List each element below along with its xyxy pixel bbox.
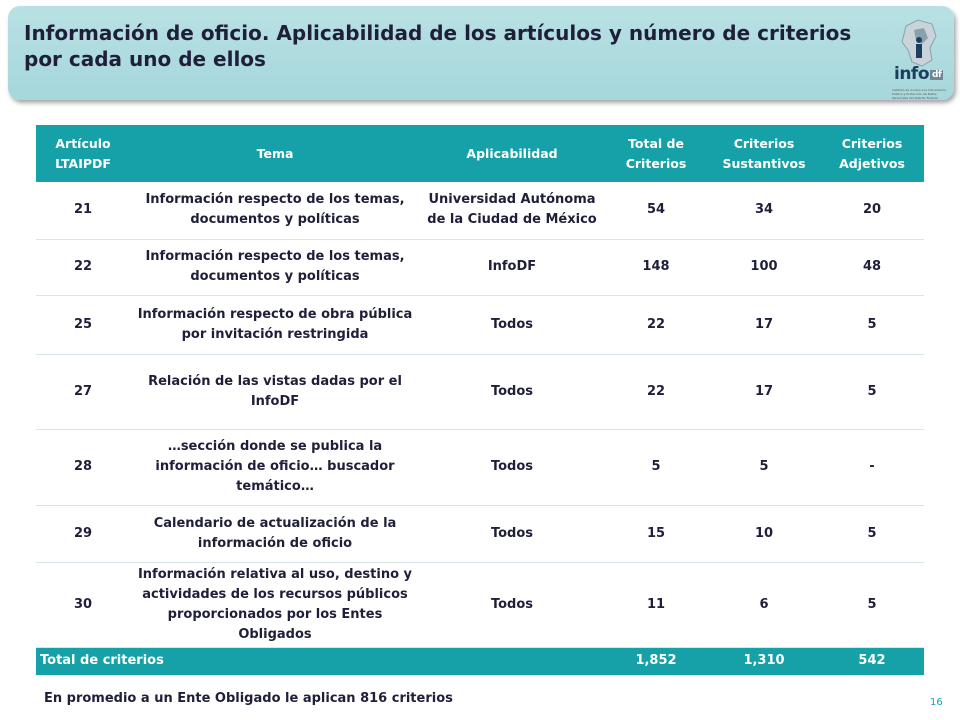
cell-sustantivos: 100 — [708, 239, 820, 296]
cell-sustantivos: 6 — [708, 562, 820, 648]
cell-aplicabilidad: Todos — [420, 562, 604, 648]
cell-aplicabilidad: Todos — [420, 354, 604, 430]
cell-articulo: 27 — [36, 354, 130, 430]
criteria-table: Artículo LTAIPDF Tema Aplicabilidad Tota… — [36, 125, 924, 675]
cell-adjetivos: 5 — [820, 354, 924, 430]
cell-sustantivos: 17 — [708, 354, 820, 430]
cell-aplicabilidad: Todos — [420, 429, 604, 506]
cell-total: 22 — [604, 354, 708, 430]
cell-sustantivos: 5 — [708, 429, 820, 506]
cell-total: 5 — [604, 429, 708, 506]
cell-tema: …sección donde se publica la información… — [130, 429, 420, 506]
total-label: Total de criterios — [36, 647, 604, 675]
cell-articulo: 21 — [36, 182, 130, 240]
cell-aplicabilidad: Todos — [420, 505, 604, 563]
cell-sustantivos: 34 — [708, 182, 820, 240]
cell-aplicabilidad: InfoDF — [420, 239, 604, 296]
col-header-aplicabilidad: Aplicabilidad — [420, 125, 604, 182]
logo-caption: Instituto de Acceso a la Información Púb… — [892, 88, 946, 100]
cell-sustantivos: 17 — [708, 295, 820, 355]
page-title: Información de oficio. Aplicabilidad de … — [24, 21, 852, 71]
col-header-articulo: Artículo LTAIPDF — [36, 125, 130, 182]
cell-articulo: 28 — [36, 429, 130, 506]
cell-adjetivos: 5 — [820, 505, 924, 563]
cell-total: 15 — [604, 505, 708, 563]
total-row: Total de criterios 1,852 1,310 542 — [36, 647, 924, 675]
cell-adjetivos: 20 — [820, 182, 924, 240]
cell-adjetivos: - — [820, 429, 924, 506]
cell-articulo: 25 — [36, 295, 130, 355]
table-row: 25 Información respecto de obra pública … — [36, 295, 924, 355]
page-number: 16 — [930, 697, 943, 708]
cell-adjetivos: 5 — [820, 295, 924, 355]
table-header-row: Artículo LTAIPDF Tema Aplicabilidad Tota… — [36, 125, 924, 182]
cell-articulo: 30 — [36, 562, 130, 648]
col-header-total: Total de Criterios — [604, 125, 708, 182]
cell-aplicabilidad: Todos — [420, 295, 604, 355]
cell-articulo: 22 — [36, 239, 130, 296]
infodf-logo: info df Instituto de Acceso a la Informac… — [888, 18, 952, 104]
table-row: 29 Calendario de actualización de la inf… — [36, 505, 924, 563]
cell-tema: Información respecto de los temas, docum… — [130, 182, 420, 240]
total-criterios: 1,852 — [604, 647, 708, 675]
cell-tema: Relación de las vistas dadas por el Info… — [130, 354, 420, 430]
cell-sustantivos: 10 — [708, 505, 820, 563]
cell-articulo: 29 — [36, 505, 130, 563]
table-row: 28 …sección donde se publica la informac… — [36, 429, 924, 506]
cell-total: 148 — [604, 239, 708, 296]
cell-total: 22 — [604, 295, 708, 355]
cell-adjetivos: 48 — [820, 239, 924, 296]
cell-adjetivos: 5 — [820, 562, 924, 648]
cell-tema: Calendario de actualización de la inform… — [130, 505, 420, 563]
cell-total: 54 — [604, 182, 708, 240]
total-sustantivos: 1,310 — [708, 647, 820, 675]
cell-aplicabilidad: Universidad Autónoma de la Ciudad de Méx… — [420, 182, 604, 240]
city-map-icon — [901, 19, 937, 67]
table-row: 21 Información respecto de los temas, do… — [36, 182, 924, 240]
cell-tema: Información respecto de obra pública por… — [130, 295, 420, 355]
total-adjetivos: 542 — [820, 647, 924, 675]
title-banner: Información de oficio. Aplicabilidad de … — [8, 6, 954, 100]
table-row: 27 Relación de las vistas dadas por el I… — [36, 354, 924, 430]
logo-wordmark: info df — [894, 64, 944, 84]
table-row: 22 Información respecto de los temas, do… — [36, 239, 924, 296]
col-header-tema: Tema — [130, 125, 420, 182]
cell-tema: Información relativa al uso, destino y a… — [130, 562, 420, 648]
cell-total: 11 — [604, 562, 708, 648]
footnote: En promedio a un Ente Obligado le aplica… — [44, 691, 453, 706]
table-row: 30 Información relativa al uso, destino … — [36, 562, 924, 648]
col-header-sustantivos: Criterios Sustantivos — [708, 125, 820, 182]
cell-tema: Información respecto de los temas, docum… — [130, 239, 420, 296]
col-header-adjetivos: Criterios Adjetivos — [820, 125, 924, 182]
